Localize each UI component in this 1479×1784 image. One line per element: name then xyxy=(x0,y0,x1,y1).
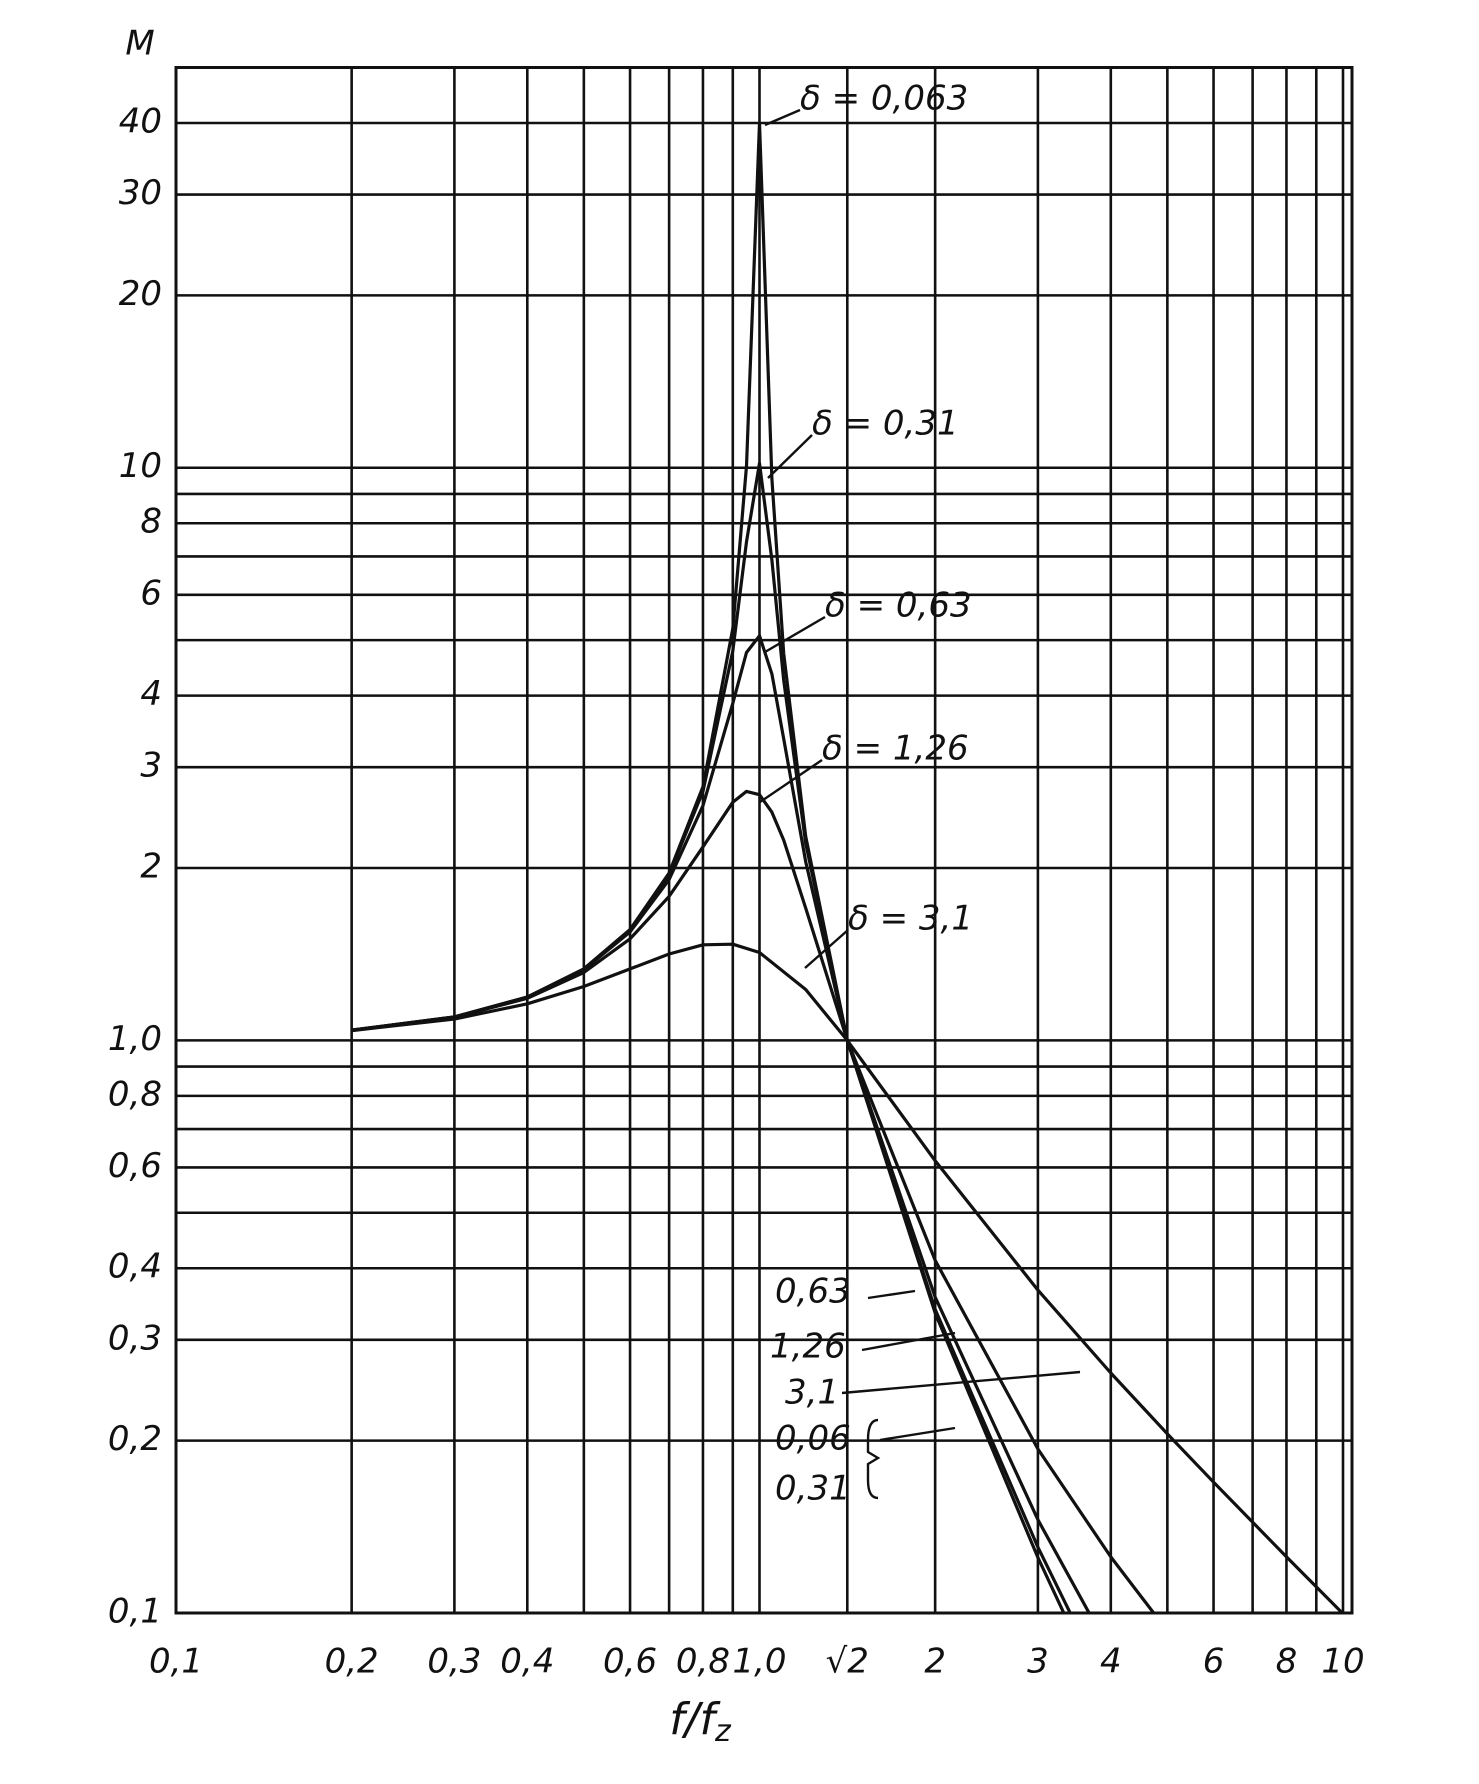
curve xyxy=(351,942,1345,1613)
x-tick-label: 1,0 xyxy=(732,1642,786,1682)
series-label: δ = 0,31 xyxy=(812,404,959,444)
y-tick-label: 0,1 xyxy=(108,1592,162,1632)
curve xyxy=(351,634,1091,1613)
series-label: δ = 0,063 xyxy=(800,79,968,119)
y-tick-label: 40 xyxy=(119,101,162,141)
curve xyxy=(351,461,1072,1613)
curve xyxy=(351,121,1066,1613)
x-tick-label: 6 xyxy=(1203,1642,1225,1682)
leader-line xyxy=(804,929,849,969)
y-tick-label: 3 xyxy=(140,746,162,786)
leader-line xyxy=(841,1370,1081,1395)
x-tick-label: 3 xyxy=(1027,1642,1049,1682)
x-tick-label: 2 xyxy=(924,1642,946,1682)
y-tick-label: 10 xyxy=(119,446,162,486)
series-label: δ = 3,1 xyxy=(848,899,973,939)
y-tick-label: 2 xyxy=(140,846,162,886)
x-tick-label: 0,8 xyxy=(676,1642,730,1682)
y-tick-label: 20 xyxy=(119,274,162,314)
curve-end-label: 0,06 xyxy=(775,1419,851,1459)
y-tick-label: 6 xyxy=(140,573,162,613)
y-tick-label: 1,0 xyxy=(108,1019,162,1059)
x-tick-label: 0,1 xyxy=(149,1642,203,1682)
x-axis-label-main: f/f xyxy=(669,1694,721,1745)
x-tick-label: 10 xyxy=(1321,1642,1364,1682)
y-tick-label: 0,3 xyxy=(108,1318,162,1358)
x-tick-label: √2 xyxy=(826,1642,869,1682)
y-axis-label: M xyxy=(125,24,154,64)
leader-line xyxy=(764,108,801,127)
curves xyxy=(351,121,1345,1613)
curve-end-label: 3,1 xyxy=(785,1373,839,1413)
y-tick-label: 4 xyxy=(140,674,162,714)
x-tick-label: 0,6 xyxy=(603,1642,657,1682)
y-tick-label: 0,8 xyxy=(108,1074,162,1114)
series-label: δ = 1,26 xyxy=(822,729,969,769)
x-axis-label-sub: z xyxy=(714,1714,732,1749)
curve-end-label: 0,31 xyxy=(775,1469,851,1509)
x-tick-label: 8 xyxy=(1276,1642,1298,1682)
x-tick-label: 0,2 xyxy=(325,1642,379,1682)
x-tick-label: 0,4 xyxy=(500,1642,554,1682)
leader-line xyxy=(867,1289,916,1300)
curve-end-label: 0,63 xyxy=(775,1272,851,1312)
leader-line xyxy=(764,615,826,654)
x-tick-label: 0,3 xyxy=(427,1642,481,1682)
curve xyxy=(351,789,1156,1613)
curve-end-label: 1,26 xyxy=(770,1327,846,1367)
leader-line xyxy=(767,434,813,479)
y-tick-label: 30 xyxy=(119,173,162,213)
y-tick-label: 0,6 xyxy=(108,1146,162,1186)
x-tick-label: 4 xyxy=(1100,1642,1122,1682)
leader-line xyxy=(861,1331,956,1352)
series-label: δ = 0,63 xyxy=(825,586,972,626)
leader-line xyxy=(879,1426,956,1442)
brace xyxy=(866,1418,881,1500)
y-tick-label: 8 xyxy=(140,502,162,542)
y-tick-label: 0,2 xyxy=(108,1419,162,1459)
leader-line xyxy=(759,759,823,803)
y-tick-label: 0,4 xyxy=(108,1247,162,1287)
x-axis-label: f/fz xyxy=(669,1694,732,1749)
